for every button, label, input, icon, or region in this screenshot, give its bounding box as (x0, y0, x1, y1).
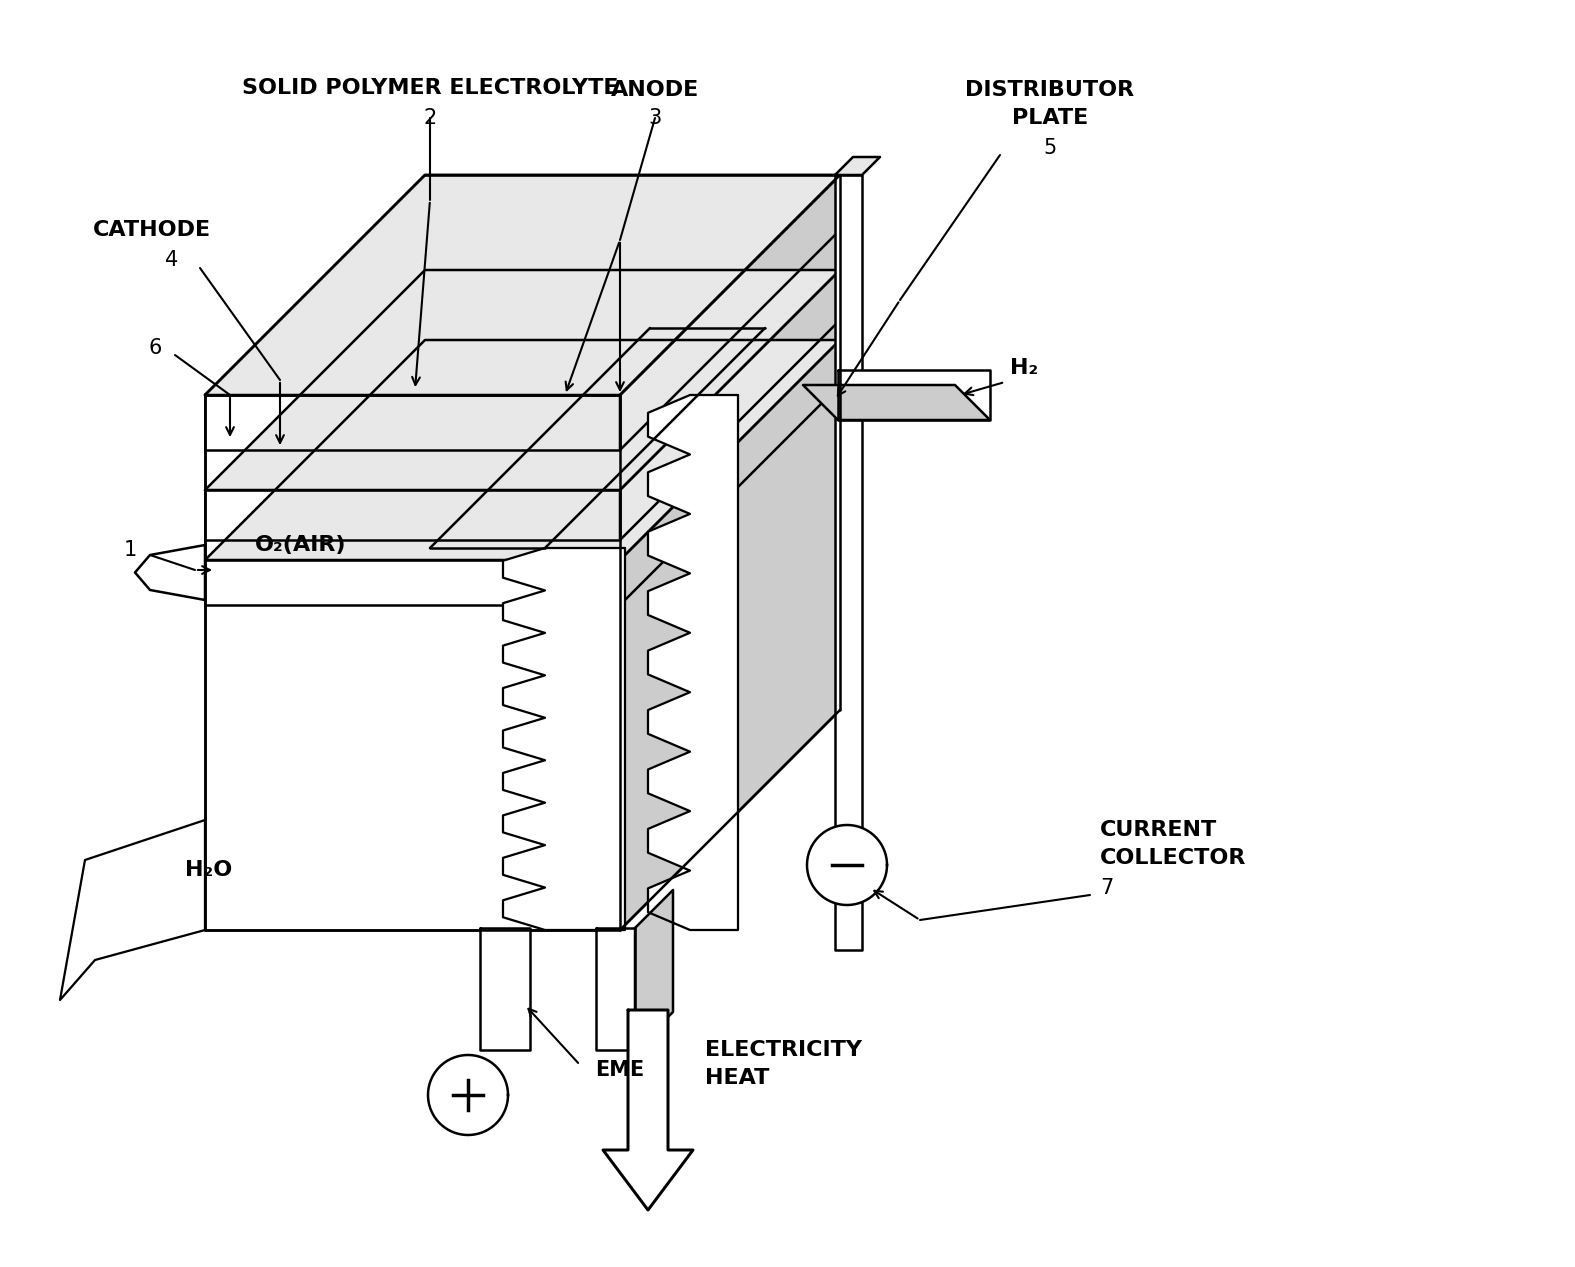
Polygon shape (635, 889, 673, 1050)
Text: SOLID POLYMER ELECTROLYTE: SOLID POLYMER ELECTROLYTE (241, 79, 619, 98)
Text: 4: 4 (165, 250, 178, 270)
Polygon shape (595, 927, 635, 1050)
Text: 1: 1 (123, 540, 137, 560)
Polygon shape (60, 820, 205, 1000)
Polygon shape (205, 395, 621, 450)
Polygon shape (838, 370, 991, 419)
Polygon shape (135, 545, 205, 601)
Polygon shape (205, 490, 621, 540)
Polygon shape (205, 395, 621, 930)
Polygon shape (806, 825, 887, 905)
Polygon shape (621, 175, 839, 930)
Text: ELECTRICITY: ELECTRICITY (706, 1040, 862, 1060)
Text: DISTRIBUTOR: DISTRIBUTOR (965, 80, 1134, 100)
Text: COLLECTOR: COLLECTOR (1099, 848, 1246, 868)
Polygon shape (480, 927, 531, 1050)
Polygon shape (205, 340, 839, 560)
Polygon shape (205, 175, 839, 395)
Text: 7: 7 (1099, 878, 1114, 898)
Text: ANODE: ANODE (611, 80, 699, 100)
Text: PLATE: PLATE (1011, 108, 1088, 128)
Polygon shape (428, 1055, 509, 1135)
Polygon shape (603, 1010, 693, 1210)
Polygon shape (835, 175, 862, 950)
Polygon shape (835, 157, 880, 175)
Polygon shape (205, 270, 839, 490)
Text: 5: 5 (1043, 138, 1057, 158)
Polygon shape (647, 395, 739, 930)
Text: CATHODE: CATHODE (93, 220, 211, 239)
Polygon shape (502, 549, 625, 930)
Text: 2: 2 (424, 108, 436, 128)
Polygon shape (205, 560, 621, 606)
Text: 6: 6 (148, 338, 162, 359)
Polygon shape (803, 385, 991, 419)
Text: EME: EME (595, 1060, 644, 1079)
Polygon shape (621, 270, 839, 540)
Text: HEAT: HEAT (706, 1068, 769, 1088)
Polygon shape (621, 340, 839, 606)
Polygon shape (205, 175, 839, 395)
Text: H₂: H₂ (1010, 359, 1038, 378)
Text: 3: 3 (649, 108, 662, 128)
Polygon shape (621, 175, 839, 450)
Text: O₂(AIR): O₂(AIR) (255, 535, 346, 555)
Text: CURRENT: CURRENT (1099, 820, 1217, 840)
Text: H₂O: H₂O (184, 860, 232, 881)
